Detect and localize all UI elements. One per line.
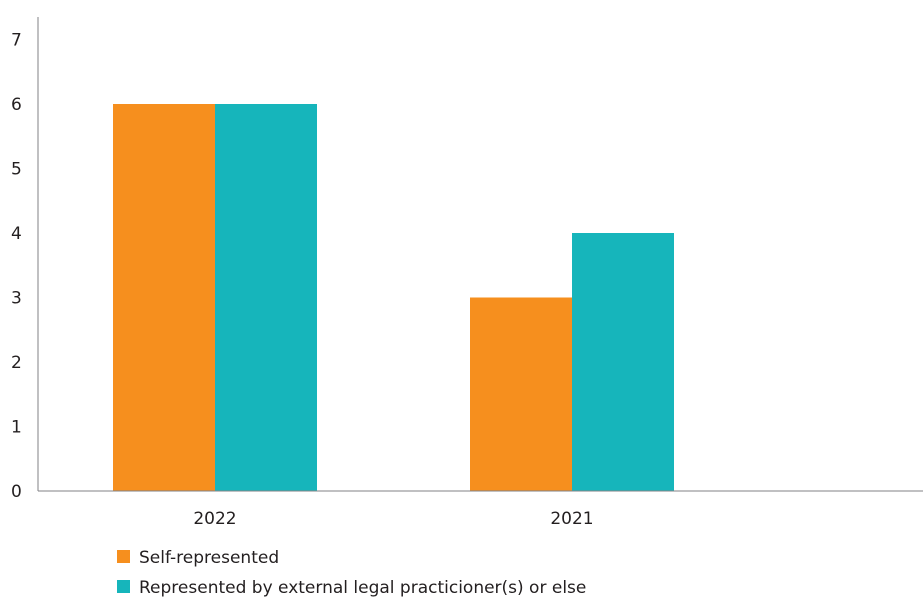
x-axis-tick-labels: 2022 2021 <box>193 509 593 529</box>
y-tick-label: 2 <box>11 353 22 373</box>
bar-represented-external-2022 <box>215 104 317 491</box>
bar-self-represented-2022 <box>113 104 215 491</box>
y-axis-tick-labels: 0 1 2 3 4 5 6 7 <box>11 31 22 503</box>
legend-label: Self-represented <box>139 548 279 568</box>
bar-group <box>113 104 674 491</box>
x-tick-label: 2022 <box>193 509 236 529</box>
legend-swatch <box>117 580 130 593</box>
x-tick-label: 2021 <box>550 509 593 529</box>
legend-label: Represented by external legal practicion… <box>139 578 586 598</box>
y-tick-label: 4 <box>11 224 22 244</box>
bar-self-represented-2021 <box>470 297 572 491</box>
legend: Self-represented Represented by external … <box>117 548 586 598</box>
y-tick-label: 5 <box>11 160 22 180</box>
bar-represented-external-2021 <box>572 233 674 491</box>
legend-swatch <box>117 550 130 563</box>
y-tick-label: 1 <box>11 418 22 438</box>
y-tick-label: 0 <box>11 482 22 502</box>
y-tick-label: 7 <box>11 31 22 51</box>
y-tick-label: 6 <box>11 95 22 115</box>
y-tick-label: 3 <box>11 289 22 309</box>
